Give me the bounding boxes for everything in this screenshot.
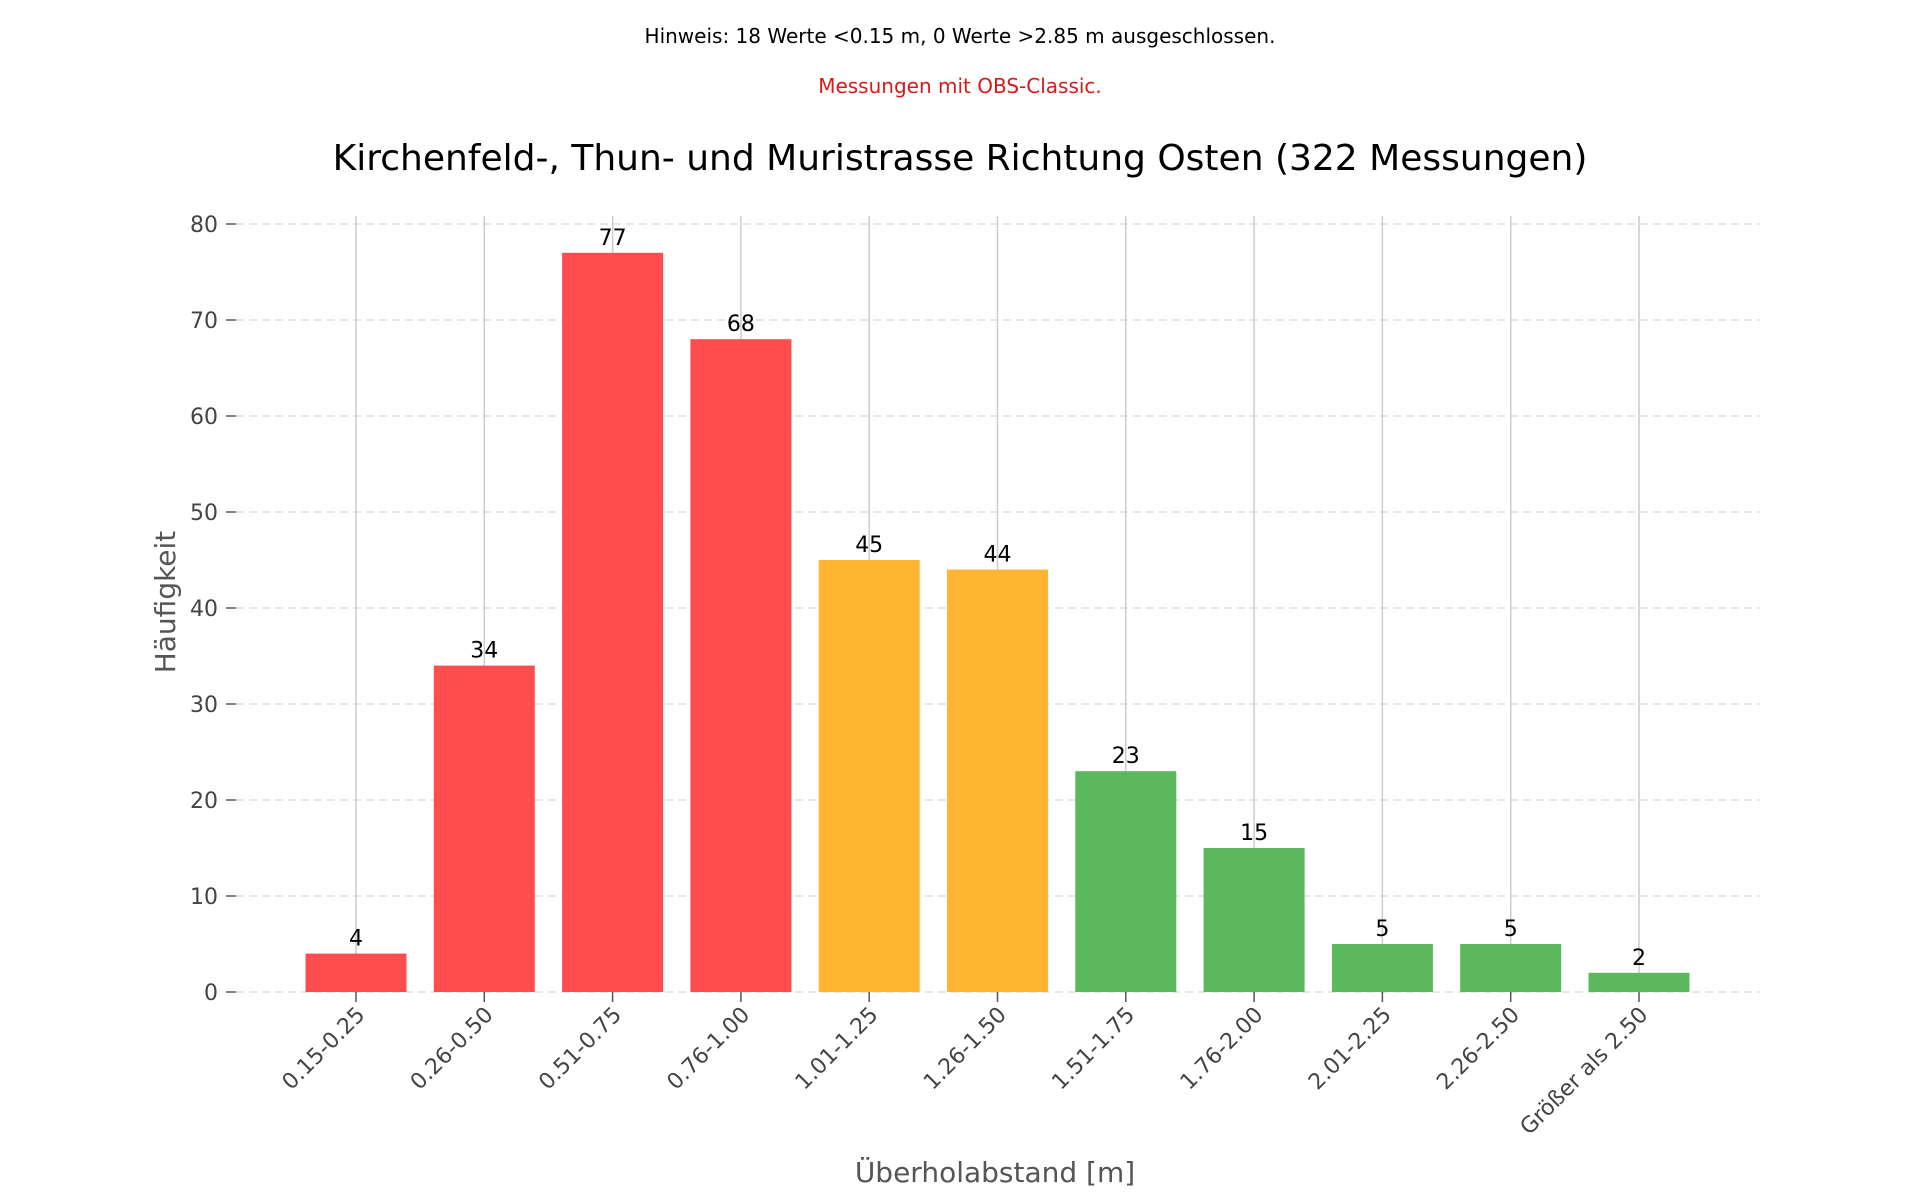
- bar-value-label: 34: [470, 639, 498, 664]
- x-tick-label: 0.51-0.75: [534, 1003, 627, 1096]
- bar: [947, 569, 1048, 992]
- x-tick-label: 1.51-1.75: [1047, 1003, 1140, 1096]
- bar-value-label: 5: [1504, 917, 1518, 942]
- x-tick-label: 1.01-1.25: [791, 1003, 884, 1096]
- bar-value-label: 45: [855, 533, 883, 558]
- bar: [305, 953, 407, 992]
- y-tick-label: 30: [190, 693, 218, 718]
- bar: [1460, 944, 1562, 992]
- bar-value-label: 5: [1375, 917, 1389, 942]
- bar-value-label: 44: [984, 543, 1012, 568]
- x-axis-ticks: 0.15-0.25 0.26-0.50 0.51-0.75 0.76-1.00 1.01…: [278, 992, 1654, 1141]
- y-axis-label: Häufigkeit: [149, 531, 182, 674]
- bars: [305, 252, 1690, 993]
- bar: [562, 252, 664, 993]
- bar-value-label: 4: [349, 927, 363, 952]
- x-tick-label: 0.26-0.50: [406, 1003, 499, 1096]
- x-tick-label: 2.26-2.50: [1432, 1003, 1525, 1096]
- bar: [690, 339, 792, 992]
- x-tick-label: 2.01-2.25: [1304, 1003, 1397, 1096]
- bar-value-label: 77: [599, 226, 627, 251]
- bar: [1588, 972, 1690, 992]
- x-tick-label: 1.76-2.00: [1176, 1003, 1269, 1096]
- y-tick-label: 0: [204, 981, 218, 1006]
- bar: [1075, 771, 1177, 992]
- bar-value-label: 2: [1632, 946, 1646, 971]
- device-note: Messungen mit OBS-Classic.: [818, 74, 1102, 98]
- y-tick-label: 50: [190, 501, 218, 526]
- y-tick-label: 20: [190, 789, 218, 814]
- bar: [1203, 848, 1305, 992]
- data-labels: 4 34 77 68 45 44 23 15 5 5 2: [349, 226, 1646, 971]
- y-tick-label: 60: [190, 405, 218, 430]
- y-tick-label: 10: [190, 885, 218, 910]
- y-tick-label: 80: [190, 213, 218, 238]
- bar: [818, 560, 920, 992]
- exclusion-note: Hinweis: 18 Werte <0.15 m, 0 Werte >2.85…: [644, 24, 1276, 48]
- y-tick-label: 40: [190, 597, 218, 622]
- y-tick-label: 70: [190, 309, 218, 334]
- x-axis-label: Überholabstand [m]: [855, 1155, 1135, 1189]
- bar: [433, 665, 535, 992]
- x-tick-label: 0.15-0.25: [278, 1003, 371, 1096]
- bar-value-label: 68: [727, 312, 755, 337]
- x-tick-label: 1.26-1.50: [919, 1003, 1012, 1096]
- bar: [1331, 944, 1433, 992]
- y-axis-ticks: 0 10 20 30 40 50 60 70 80: [190, 213, 236, 1006]
- x-tick-label: 0.76-1.00: [663, 1003, 756, 1096]
- x-tick-label: Größer als 2.50: [1516, 1003, 1654, 1141]
- bar-value-label: 23: [1112, 744, 1140, 769]
- chart-title: Kirchenfeld-, Thun- und Muristrasse Rich…: [333, 138, 1588, 179]
- bar-value-label: 15: [1240, 821, 1268, 846]
